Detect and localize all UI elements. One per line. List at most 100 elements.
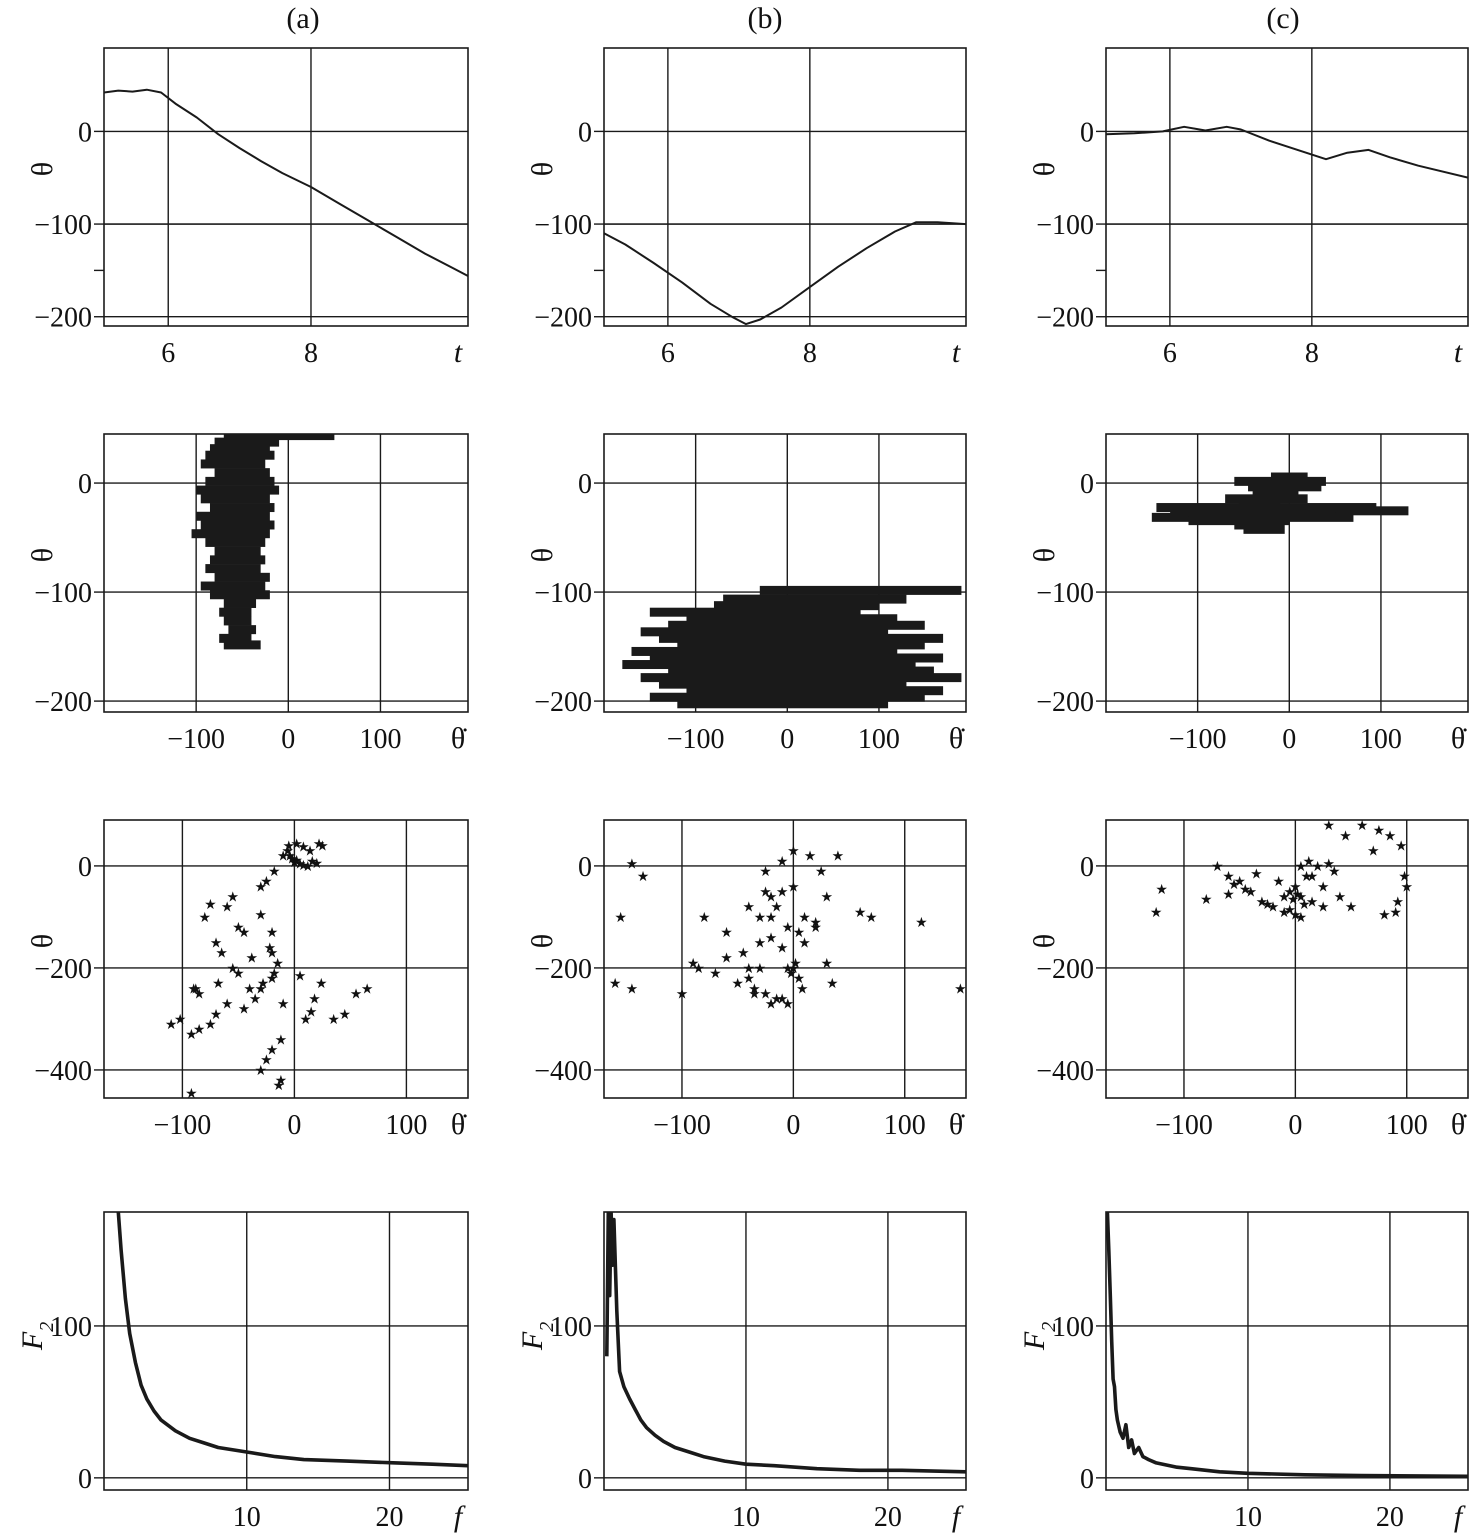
- data-layer: [191, 434, 335, 650]
- scatter-point: ★: [275, 1033, 288, 1048]
- trajectory-band: [209, 503, 275, 513]
- trajectory-band: [723, 594, 907, 604]
- scatter-point: ★: [246, 952, 259, 967]
- trajectory-band: [622, 660, 916, 670]
- y-axis-label: θ: [26, 162, 59, 176]
- scatter-point: ★: [243, 982, 256, 997]
- y-tick-label: 0: [78, 852, 92, 883]
- scatter-point: ★: [743, 962, 756, 977]
- data-layer: [1106, 125, 1468, 179]
- scatter-point: ★: [798, 911, 811, 926]
- scatter-point: ★: [809, 916, 822, 931]
- scatter-point: ★: [1278, 891, 1291, 906]
- data-layer: [1106, 1212, 1468, 1479]
- scatter-point: ★: [1392, 896, 1405, 911]
- y-axis-label: θ: [526, 548, 559, 562]
- scatter-point: ★: [1339, 829, 1352, 844]
- scatter-point: ★: [776, 993, 789, 1008]
- scatter-point: ★: [272, 1079, 285, 1094]
- scatter-point: ★: [748, 987, 761, 1002]
- scatter-point: ★: [787, 962, 800, 977]
- y-tick-label: 0: [78, 117, 92, 148]
- trajectory-band: [1234, 476, 1326, 486]
- scatter-point: ★: [1261, 898, 1274, 913]
- x-axis-label: t: [1454, 336, 1463, 369]
- scatter-point: ★: [297, 841, 310, 856]
- scatter-point: ★: [820, 891, 833, 906]
- scatter-point: ★: [255, 908, 268, 923]
- scatter-point: ★: [1373, 824, 1386, 839]
- trajectory-band: [205, 476, 275, 486]
- x-tick-label: 0: [1288, 1110, 1302, 1141]
- scatter-point: ★: [759, 865, 772, 880]
- trajectory-band: [196, 511, 270, 521]
- scatter-point: ★: [315, 977, 328, 992]
- y-axis-label: θ: [26, 934, 59, 948]
- y-tick-label: 0: [578, 469, 592, 500]
- scatter-point: ★: [313, 837, 326, 852]
- scatter-point: ★: [609, 977, 622, 992]
- scatter-point: ★: [676, 987, 689, 1002]
- scatter-point: ★: [277, 850, 290, 865]
- x-tick-label: 0: [780, 724, 794, 755]
- scatter-point: ★: [305, 1005, 318, 1020]
- x-tick-label: 100: [1360, 724, 1402, 755]
- scatter-point: ★: [614, 911, 627, 926]
- scatter-point: ★: [1284, 885, 1297, 900]
- scatter-point: ★: [1367, 845, 1380, 860]
- scatter-point: ★: [221, 998, 234, 1013]
- scatter-point: ★: [815, 865, 828, 880]
- plot-frame: [1105, 1211, 1469, 1491]
- y-tick-label: −200: [34, 303, 92, 334]
- x-tick-label: 10: [233, 1502, 261, 1533]
- trajectory-band: [228, 625, 257, 635]
- scatter-point: ★: [1384, 829, 1397, 844]
- scatter-point: ★: [626, 857, 639, 872]
- scatter-point: ★: [249, 993, 262, 1008]
- data-layer: [605, 1212, 966, 1474]
- scatter-point: ★: [1295, 911, 1308, 926]
- scatter-point: ★: [826, 977, 839, 992]
- scatter-point: ★: [1395, 840, 1408, 855]
- x-axis-label: f: [1454, 1500, 1466, 1533]
- panel-a2: 0 −100 −200 −100 0 100 θ θ̇: [26, 433, 469, 755]
- scatter-point: ★: [1295, 891, 1308, 906]
- panel-c3: 0−200−400−100 0 100θθ̇★★★★★★★★★★★★★★★★★★★★…: [1028, 819, 1469, 1141]
- column-title-a: (a): [286, 2, 319, 35]
- x-tick-label: −100: [653, 1110, 711, 1141]
- y-tick-label: 0: [578, 117, 592, 148]
- series-line: [1106, 1212, 1468, 1479]
- y-tick-label: −100: [534, 578, 592, 609]
- scatter-point: ★: [765, 998, 778, 1013]
- scatter-point: ★: [1317, 880, 1330, 895]
- scatter-point: ★: [302, 860, 315, 875]
- scatter-point: ★: [687, 957, 700, 972]
- trajectory-band: [223, 434, 335, 441]
- trajectory-band: [205, 537, 266, 547]
- y-tick-label: 100: [1052, 1312, 1094, 1343]
- scatter-point: ★: [1398, 870, 1411, 885]
- trajectory-band: [649, 692, 925, 702]
- trajectory-band: [1243, 524, 1285, 534]
- scatter-point: ★: [304, 845, 317, 860]
- scatter-point: ★: [1278, 906, 1291, 921]
- scatter-point: ★: [1378, 908, 1391, 923]
- scatter-point: ★: [1400, 880, 1413, 895]
- x-tick-label: 8: [803, 338, 817, 369]
- scatter-point: ★: [294, 857, 307, 872]
- scatter-point: ★: [268, 865, 281, 880]
- scatter-point: ★: [770, 901, 783, 916]
- scatter-point: ★: [1155, 883, 1168, 898]
- plot-frame: [603, 433, 967, 713]
- scatter-point: ★: [260, 875, 273, 890]
- scatter-point: ★: [286, 852, 299, 867]
- y-tick-label: 0: [78, 1464, 92, 1495]
- trajectory-band: [713, 601, 879, 611]
- scatter-point: ★: [290, 837, 303, 852]
- scatter-point: ★: [731, 977, 744, 992]
- scatter-point: ★: [1311, 860, 1324, 875]
- x-axis-label: θ̇: [949, 1108, 965, 1141]
- x-tick-label: 100: [858, 724, 900, 755]
